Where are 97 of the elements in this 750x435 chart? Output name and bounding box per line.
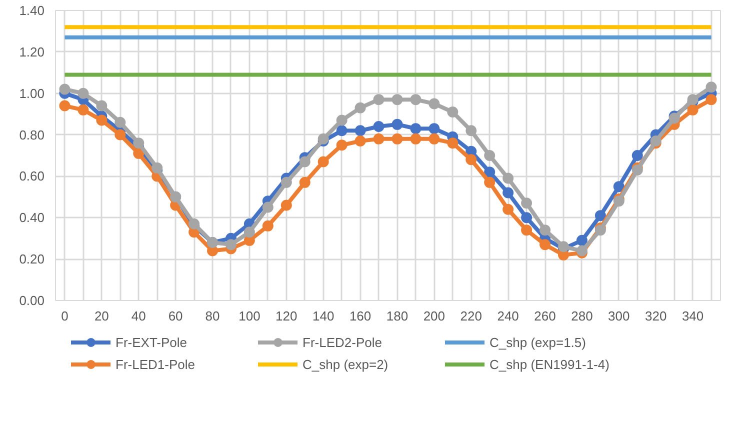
legend-label: C_shp (exp=2)	[302, 356, 390, 372]
y-tick-label: 0.80	[19, 127, 45, 142]
point	[613, 196, 624, 207]
y-tick-label: 0.20	[19, 252, 45, 267]
point	[299, 176, 310, 188]
point	[521, 198, 532, 209]
point	[354, 136, 366, 146]
point	[336, 114, 348, 126]
point	[576, 234, 588, 246]
x-tick-label: 100	[238, 308, 260, 324]
x-tick-label: 0	[61, 308, 68, 324]
x-tick-label: 80	[205, 308, 220, 324]
legend-label: C_shp (EN1991-1-4)	[490, 356, 610, 372]
x-tick-label: 160	[349, 308, 372, 324]
point	[59, 100, 70, 112]
x-tick-label: 200	[423, 308, 446, 324]
point	[410, 123, 422, 134]
point	[502, 172, 514, 184]
point	[373, 121, 384, 132]
legend-label: Fr-LED1-Pole	[116, 356, 196, 372]
x-tick-label: 340	[682, 308, 704, 324]
point	[540, 224, 551, 236]
point	[502, 204, 514, 215]
point	[373, 133, 384, 144]
point	[428, 98, 440, 110]
point	[262, 202, 274, 213]
legend-label: Fr-LED2-Pole	[302, 334, 383, 350]
point	[428, 133, 440, 144]
y-tick-label: 1.40	[19, 3, 45, 18]
x-tick-label: 60	[168, 308, 183, 324]
point	[299, 156, 310, 168]
x-tick-label: 240	[497, 308, 519, 324]
y-tick-label: 0.00	[19, 293, 45, 308]
point	[594, 224, 606, 236]
x-tick-label: 320	[645, 308, 667, 324]
x-tick-label: 220	[460, 308, 482, 324]
point	[59, 84, 70, 95]
point	[225, 239, 236, 250]
point	[484, 176, 496, 188]
y-tick-label: 1.20	[19, 44, 45, 60]
point	[410, 94, 422, 106]
point	[336, 125, 348, 136]
point	[392, 94, 403, 106]
point	[373, 94, 384, 106]
x-tick-label: 280	[571, 308, 593, 324]
point	[613, 181, 624, 192]
point	[336, 140, 348, 151]
point	[410, 133, 422, 144]
point	[447, 106, 458, 118]
point	[706, 82, 717, 93]
point	[484, 150, 496, 161]
x-tick-label: 140	[312, 308, 334, 324]
point	[318, 156, 329, 168]
point	[96, 114, 108, 126]
point	[594, 210, 606, 222]
y-tick-label: 0.60	[19, 168, 45, 184]
y-tick-label: 1.00	[19, 86, 45, 101]
legend-label: Fr-EXT-Pole	[116, 334, 188, 350]
point	[428, 123, 440, 134]
legend-label: C_shp (exp=1.5)	[490, 334, 587, 350]
x-tick-label: 300	[608, 308, 630, 324]
x-tick-label: 40	[131, 308, 146, 324]
point	[262, 220, 274, 232]
point	[632, 164, 643, 176]
x-tick-label: 120	[276, 308, 298, 324]
point	[392, 133, 403, 144]
point	[466, 125, 477, 136]
x-tick-label: 260	[534, 308, 556, 324]
point	[96, 100, 108, 112]
point	[318, 133, 329, 144]
y-tick-label: 0.40	[19, 210, 45, 226]
point	[650, 136, 662, 146]
point	[78, 104, 89, 116]
point	[152, 162, 163, 174]
x-tick-label: 180	[386, 308, 408, 324]
point	[447, 138, 458, 149]
point	[133, 138, 144, 149]
point	[540, 239, 551, 250]
point	[502, 187, 514, 198]
point	[133, 148, 144, 159]
point	[687, 104, 698, 116]
point	[280, 200, 292, 211]
point	[706, 94, 717, 106]
point	[354, 102, 366, 114]
point	[244, 226, 255, 238]
point	[354, 125, 366, 136]
x-tick-label: 20	[94, 308, 109, 324]
point	[484, 166, 496, 178]
point	[392, 118, 403, 130]
point	[521, 212, 532, 224]
point	[114, 116, 126, 128]
point	[78, 88, 89, 99]
point	[114, 129, 126, 140]
point	[521, 224, 532, 236]
point	[466, 154, 477, 166]
point	[632, 150, 643, 161]
point	[280, 176, 292, 188]
